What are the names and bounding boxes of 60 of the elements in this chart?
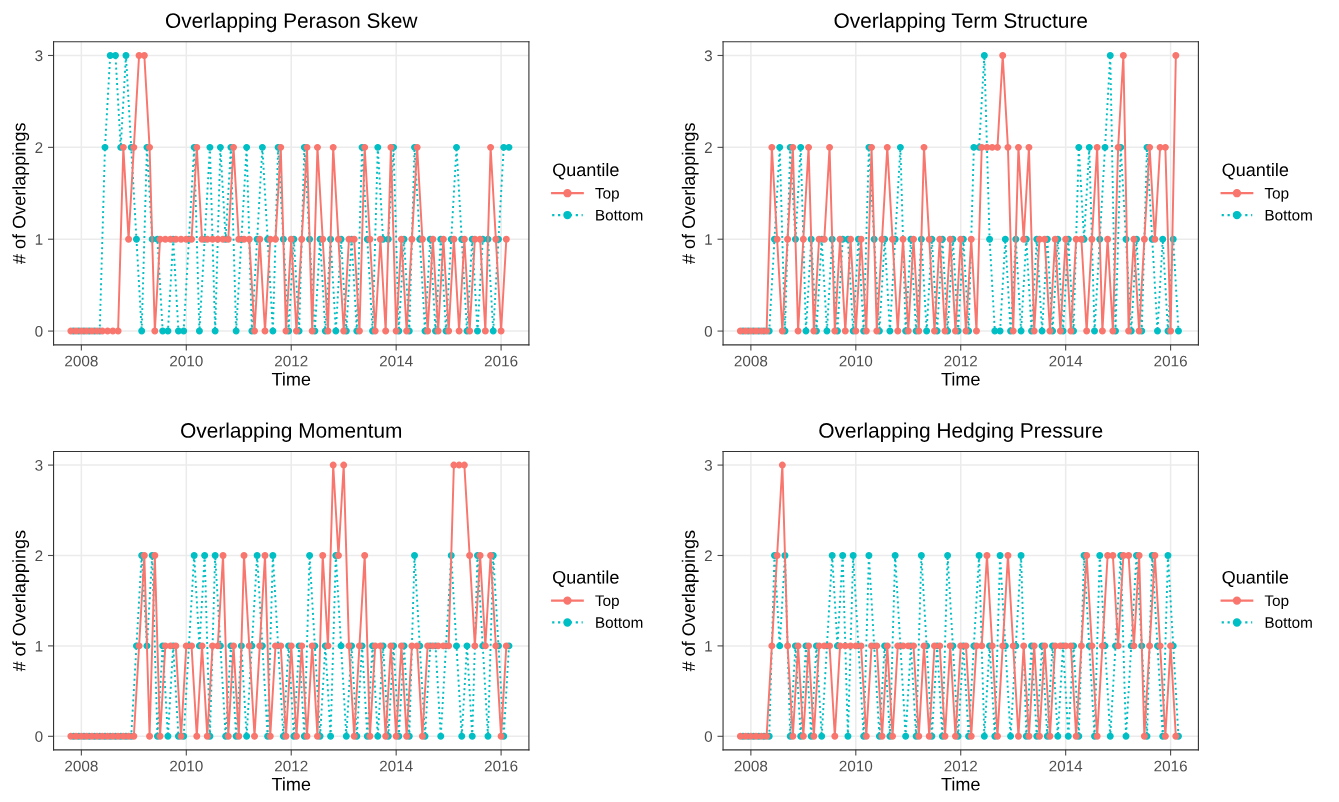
x-tick-label: 2008 <box>734 355 768 367</box>
y-tick-label: 0 <box>35 325 43 337</box>
y-tick-label: 3 <box>35 50 43 62</box>
legend-label: Top <box>1264 595 1289 610</box>
y-tick-label: 3 <box>704 50 712 62</box>
x-axis-title: Time <box>941 372 980 386</box>
legend-title: Quantile <box>553 570 619 587</box>
x-tick-label: 2014 <box>379 355 413 367</box>
y-tick-label: 3 <box>704 459 712 471</box>
x-tick-label: 2016 <box>1154 760 1187 772</box>
chart-title: Overlapping Term Structure <box>834 12 1087 33</box>
y-tick-label: 2 <box>704 550 712 562</box>
legend-title: Quantile <box>1222 162 1289 180</box>
y-axis-title: # of Overlappings <box>12 530 30 672</box>
legend-label: Top <box>595 188 619 202</box>
x-tick-label: 2008 <box>65 760 98 772</box>
x-tick-label: 2010 <box>170 760 203 772</box>
x-tick-label: 2012 <box>944 355 977 367</box>
x-tick-label: 2010 <box>170 355 203 367</box>
legend-title: Quantile <box>1222 570 1289 587</box>
x-tick-label: 2014 <box>379 760 413 772</box>
legend-label: Bottom <box>596 617 643 628</box>
y-tick-label: 1 <box>705 640 712 652</box>
x-tick-label: 2008 <box>65 355 98 367</box>
x-tick-label: 2012 <box>944 760 977 772</box>
legend-label: Top <box>595 595 619 610</box>
x-tick-label: 2014 <box>1049 760 1083 772</box>
x-tick-label: 2010 <box>839 355 873 367</box>
y-tick-label: 0 <box>704 325 713 337</box>
x-axis-title: Time <box>271 372 311 386</box>
y-tick-label: 1 <box>35 234 43 245</box>
x-tick-label: 2010 <box>839 760 873 772</box>
x-tick-label: 2016 <box>1154 355 1187 367</box>
y-tick-label: 3 <box>35 459 43 471</box>
chart-title: Overlapping Hedging Pressure <box>819 422 1103 442</box>
x-axis-title: Time <box>941 777 980 791</box>
x-tick-label: 2016 <box>484 760 518 772</box>
legend-label: Bottom <box>1265 617 1312 628</box>
x-tick-label: 2014 <box>1049 355 1083 367</box>
legend-label: Bottom <box>596 209 643 221</box>
legend-label: Top <box>1264 188 1289 202</box>
x-axis-title: Time <box>271 777 311 791</box>
y-tick-label: 2 <box>35 142 43 153</box>
legend-title: Quantile <box>553 162 619 180</box>
y-tick-label: 2 <box>35 550 43 562</box>
y-tick-label: 1 <box>35 640 43 652</box>
y-axis-title: # of Overlappings <box>681 530 699 672</box>
x-tick-label: 2016 <box>484 355 518 367</box>
x-tick-label: 2008 <box>734 760 768 772</box>
chart-title: Overlapping Perason Skew <box>166 12 418 33</box>
y-axis-title: # of Overlappings <box>681 123 699 264</box>
y-tick-label: 0 <box>704 731 713 742</box>
y-tick-label: 0 <box>35 731 43 742</box>
legend-label: Bottom <box>1265 209 1312 221</box>
chart-title: Overlapping Momentum <box>181 422 402 442</box>
y-tick-label: 2 <box>704 142 712 153</box>
x-tick-label: 2012 <box>275 355 308 367</box>
y-tick-label: 1 <box>705 234 712 245</box>
x-tick-label: 2012 <box>275 760 308 772</box>
y-axis-title: # of Overlappings <box>12 123 30 264</box>
